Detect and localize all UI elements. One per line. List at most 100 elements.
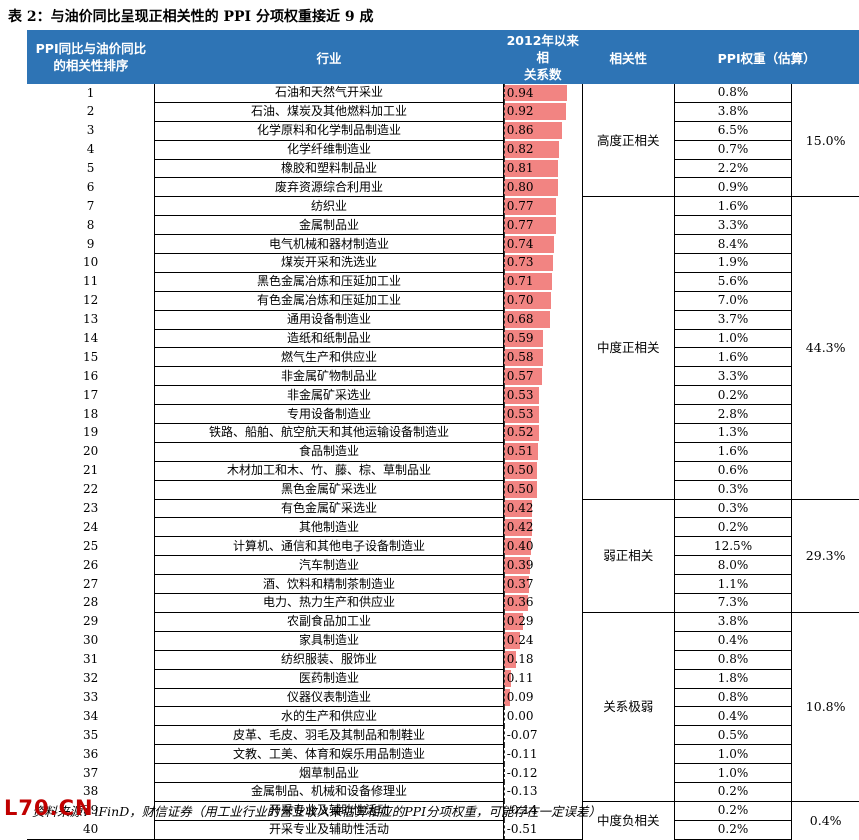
correlation-value: 0.39 xyxy=(506,557,534,572)
positive-correlation-bar xyxy=(503,85,567,102)
weight-cell: 1.0% xyxy=(673,329,793,349)
correlation-value: 0.24 xyxy=(506,633,534,648)
weight-cell: 5.6% xyxy=(673,272,793,292)
zero-axis-line xyxy=(503,272,505,292)
table-row: 22 黑色金属矿采选业 0.50 0.3% xyxy=(27,480,859,500)
industry-cell: 酒、饮料和精制茶制造业 xyxy=(154,574,504,595)
industry-cell: 非金属矿物制品业 xyxy=(154,366,504,387)
negative-correlation-bar xyxy=(503,726,504,744)
correlation-cell: -0.11 xyxy=(503,744,582,764)
correlation-cell: 0.80 xyxy=(503,177,582,197)
correlation-cell: -0.07 xyxy=(503,725,582,745)
table-row: 1 石油和天然气开采业 0.94 高度正相关 0.8% 15.0% xyxy=(27,84,859,197)
group-label-cell: 中度正相关 xyxy=(581,196,675,500)
correlation-value: 0.51 xyxy=(506,444,534,459)
header-weight: PPI权重（估算） xyxy=(674,30,859,84)
correlation-value: 0.00 xyxy=(506,708,534,723)
industry-cell: 有色金属冶炼和压延加工业 xyxy=(154,291,504,311)
group-label-cell: 关系极弱 xyxy=(581,611,675,802)
correlation-value: 0.09 xyxy=(506,689,534,704)
correlation-value: 0.18 xyxy=(506,652,534,667)
industry-cell: 铁路、船舶、航空航天和其他运输设备制造业 xyxy=(154,423,504,443)
group-label-cell: 弱正相关 xyxy=(581,498,675,613)
rank-cell: 38 xyxy=(82,784,99,799)
weight-cell: 0.2% xyxy=(673,782,793,802)
correlation-cell: 0.42 xyxy=(503,517,582,537)
positive-correlation-bar xyxy=(503,537,531,555)
correlation-value: 0.80 xyxy=(506,179,534,194)
weight-cell: 0.6% xyxy=(673,461,793,481)
correlation-cell: 0.51 xyxy=(503,442,582,462)
positive-correlation-bar xyxy=(503,103,566,121)
correlation-value: 0.73 xyxy=(506,255,534,270)
industry-cell: 开采专业及辅助性活动 xyxy=(154,801,504,821)
industry-cell: 燃气生产和供应业 xyxy=(154,347,504,368)
rank-cell: 32 xyxy=(82,671,99,686)
industry-cell: 金属制品、机械和设备修理业 xyxy=(154,782,504,802)
correlation-cell: 0.82 xyxy=(503,140,582,160)
correlation-value: -0.11 xyxy=(506,746,538,761)
industry-cell: 煤炭开采和洗选业 xyxy=(154,253,504,273)
weight-cell: 0.8% xyxy=(673,650,793,670)
weight-cell: 1.0% xyxy=(673,744,793,765)
zero-axis-line xyxy=(503,442,505,462)
group-weight-total-cell: 15.0% xyxy=(805,132,846,148)
table-row: 16 非金属矿物制品业 0.57 3.3% xyxy=(27,366,859,387)
table-row: 9 电气机械和器材制造业 0.74 8.4% xyxy=(27,234,859,255)
correlation-cell: 0.53 xyxy=(503,385,582,405)
header-industry: 行业 xyxy=(154,30,504,84)
correlation-cell: 0.40 xyxy=(503,536,582,556)
zero-axis-line xyxy=(503,215,505,235)
weight-cell: 0.5% xyxy=(673,725,793,746)
positive-correlation-bar xyxy=(503,197,556,215)
correlation-cell: 0.77 xyxy=(503,215,582,235)
correlation-cell: -0.13 xyxy=(503,782,582,802)
industry-cell: 金属制品业 xyxy=(154,215,504,236)
group-weight-total-cell: 10.8% xyxy=(791,611,859,802)
zero-axis-line xyxy=(503,140,505,160)
correlation-cell: 0.74 xyxy=(503,234,582,254)
positive-correlation-bar xyxy=(503,424,539,442)
correlation-value: 0.86 xyxy=(506,123,534,138)
rank-cell: 19 xyxy=(82,425,99,440)
weight-cell: 0.3% xyxy=(673,499,793,519)
zero-axis-line xyxy=(503,555,505,575)
correlation-value: 0.42 xyxy=(506,501,534,516)
correlation-value: 0.11 xyxy=(506,671,534,686)
weight-cell: 1.6% xyxy=(673,442,793,462)
weight-cell: 3.8% xyxy=(673,612,793,632)
zero-axis-line xyxy=(503,310,505,330)
positive-correlation-bar xyxy=(503,500,533,517)
positive-correlation-bar xyxy=(503,632,520,650)
table-body: 1 石油和天然气开采业 0.94 高度正相关 0.8% 15.0% 2 石油、煤炭及其他燃料加… xyxy=(27,84,859,840)
correlation-value: 0.74 xyxy=(506,236,534,251)
correlation-cell: -0.14 xyxy=(503,801,582,821)
correlation-value: -0.13 xyxy=(506,784,538,799)
positive-correlation-bar xyxy=(503,443,539,461)
industry-cell: 仪器仪表制造业 xyxy=(154,688,504,708)
correlation-cell: 0.18 xyxy=(503,650,582,670)
table-row: 8 金属制品业 0.77 3.3% xyxy=(27,215,859,236)
industry-cell: 纺织服装、服饰业 xyxy=(154,650,504,670)
table-row: 18 专用设备制造业 0.53 2.8% xyxy=(27,404,859,425)
correlation-value: 0.77 xyxy=(506,217,534,232)
table-row: 32 医药制造业 0.11 1.8% xyxy=(27,669,859,689)
rank-cell: 6 xyxy=(86,179,95,194)
weight-cell: 0.8% xyxy=(673,688,793,708)
correlation-value: 0.37 xyxy=(506,576,534,591)
correlation-value: 0.77 xyxy=(506,198,534,213)
correlation-cell: -0.12 xyxy=(503,763,582,783)
correlation-value: 0.81 xyxy=(506,161,534,175)
correlation-cell: 0.29 xyxy=(503,612,582,632)
weight-cell: 0.7% xyxy=(673,140,793,160)
correlation-value: 0.57 xyxy=(506,368,534,383)
rank-cell: 33 xyxy=(82,689,99,704)
weight-cell: 1.0% xyxy=(673,763,793,783)
positive-correlation-bar xyxy=(503,670,512,687)
zero-axis-line xyxy=(503,329,505,348)
weight-cell: 6.5% xyxy=(673,121,793,141)
weight-cell: 1.9% xyxy=(673,253,793,273)
correlation-cell: 0.37 xyxy=(503,574,582,594)
industry-cell: 家具制造业 xyxy=(154,631,504,651)
rank-cell: 20 xyxy=(82,444,99,459)
